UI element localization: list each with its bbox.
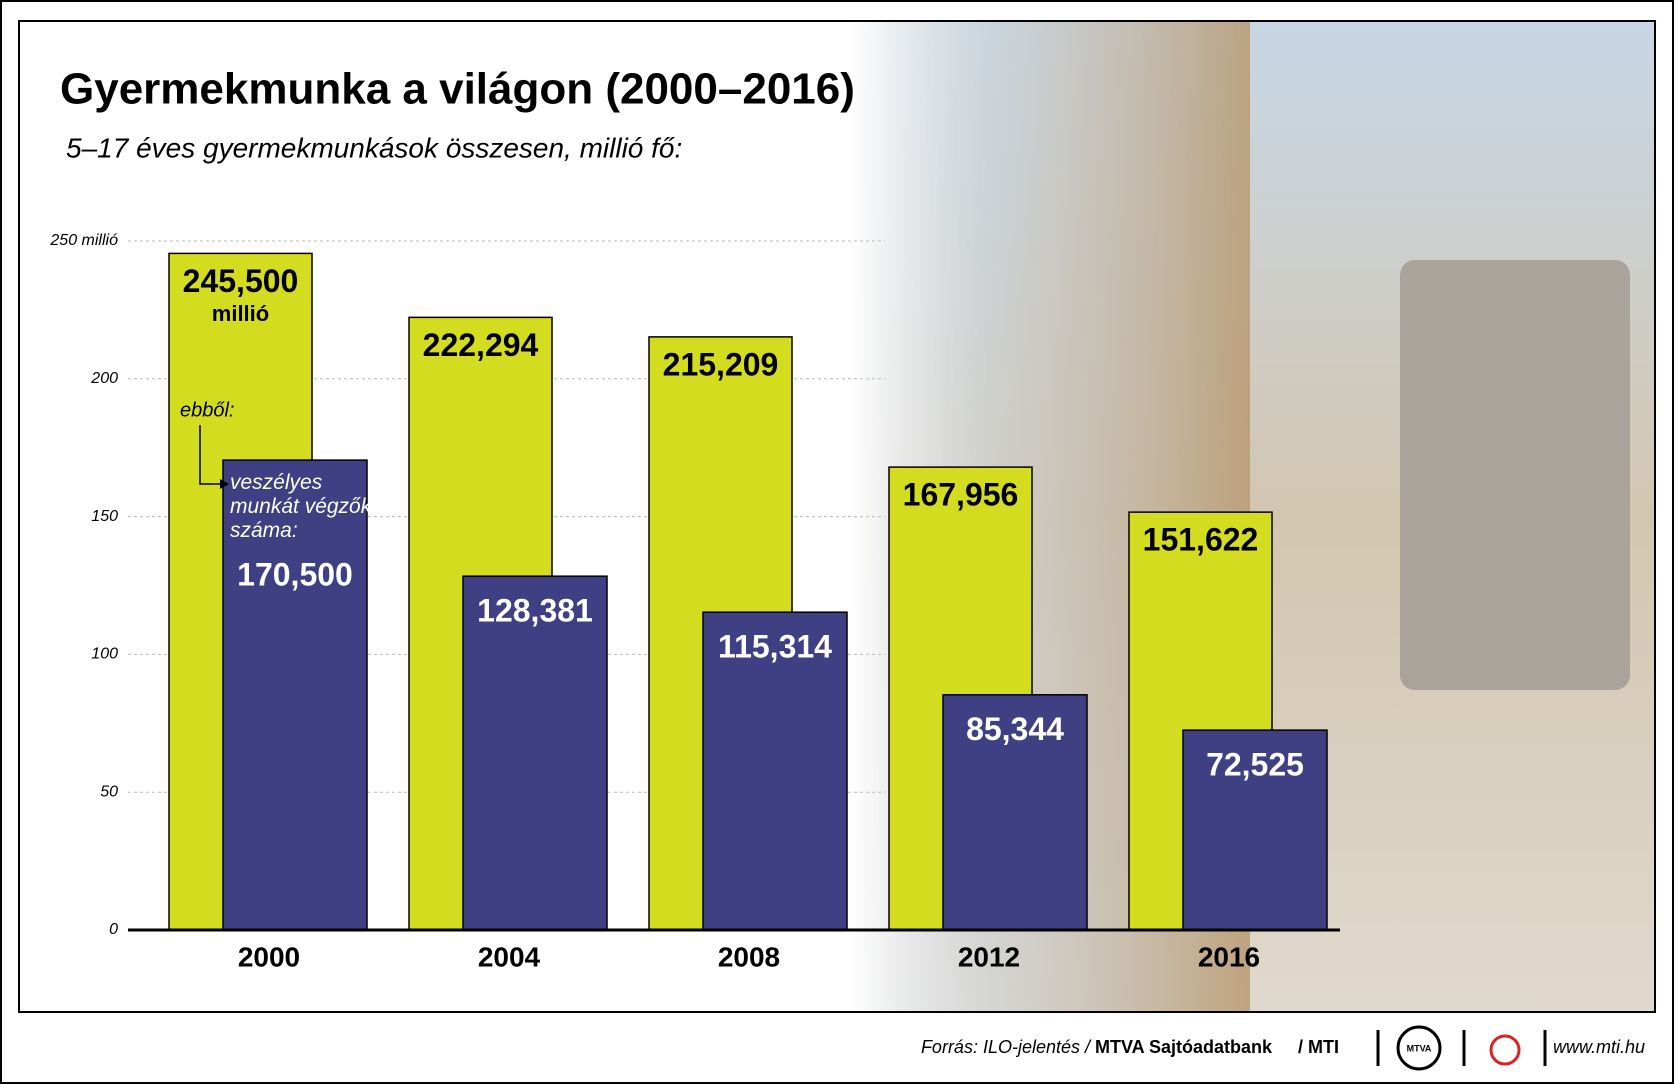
y-tick-label: 250 millió xyxy=(49,232,118,249)
value-label: 222,294 xyxy=(423,327,539,363)
source-bank: MTVA Sajtóadatbank xyxy=(1095,1037,1273,1057)
logo-circle xyxy=(1396,1025,1442,1071)
source-mti: / MTI xyxy=(1298,1037,1339,1057)
value-label: 115,314 xyxy=(718,629,832,665)
bar xyxy=(1182,729,1328,931)
annotation-unit: millió xyxy=(212,301,269,326)
y-tick-label: 150 xyxy=(91,508,118,525)
annotation: ebből: xyxy=(180,399,235,421)
value-label: 128,381 xyxy=(477,593,593,629)
x-tick-label: 2016 xyxy=(1198,941,1260,972)
x-tick-label: 2004 xyxy=(478,941,541,972)
value-label: 167,956 xyxy=(903,477,1019,513)
chart-subtitle: 5–17 éves gyermekmunkások összesen, mill… xyxy=(66,132,682,163)
y-tick-label: 200 xyxy=(90,370,118,387)
value-label: 72,525 xyxy=(1206,747,1304,783)
value-label: 151,622 xyxy=(1143,522,1259,558)
legend-label: veszélyes munkát végzők száma: xyxy=(230,471,373,542)
x-tick-label: 2012 xyxy=(958,941,1020,972)
x-tick-label: 2000 xyxy=(238,941,300,972)
x-tick-label: 2008 xyxy=(718,941,780,972)
logo-text: MTVA xyxy=(1407,1043,1432,1053)
bar xyxy=(462,575,608,931)
value-label: 85,344 xyxy=(966,711,1064,747)
y-tick-label: 100 xyxy=(91,646,118,663)
value-label: 170,500 xyxy=(237,557,353,593)
value-label: 215,209 xyxy=(663,346,779,382)
url: www.mti.hu xyxy=(1553,1037,1645,1057)
inner-frame xyxy=(18,20,1656,1013)
annotation-arrow xyxy=(199,425,220,485)
arrow-head xyxy=(220,479,229,489)
logo-mark xyxy=(1489,1034,1521,1066)
bar xyxy=(222,459,368,931)
y-tick-label: 50 xyxy=(100,783,118,800)
chart-title: Gyermekmunka a világon (2000–2016) xyxy=(60,65,855,114)
value-label: 245,500 xyxy=(183,263,299,299)
photo-stone xyxy=(1400,260,1630,690)
y-tick-label: 0 xyxy=(109,921,118,938)
bar xyxy=(942,694,1088,931)
source: Forrás: ILO-jelentés / xyxy=(921,1037,1092,1057)
